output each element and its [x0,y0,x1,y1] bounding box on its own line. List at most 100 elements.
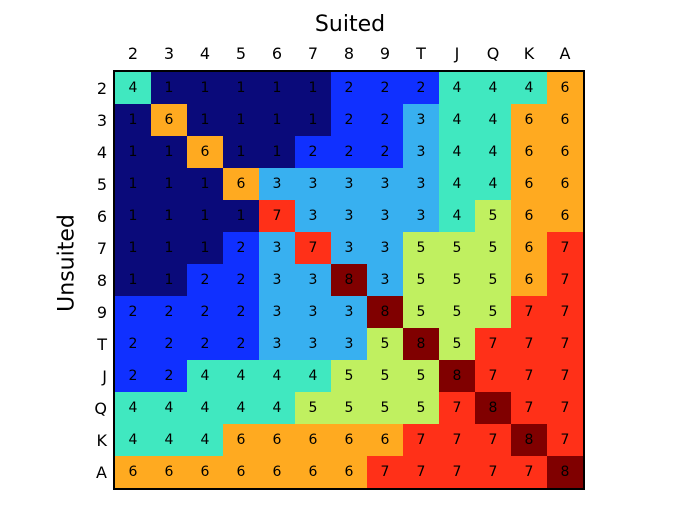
heatmap-cell: 1 [151,168,187,200]
heatmap-cell: 7 [367,456,403,488]
heatmap-cell: 3 [403,136,439,168]
heatmap-cell: 6 [511,232,547,264]
heatmap-cell: 5 [331,392,367,424]
column-label: A [547,44,583,63]
heatmap-cell: 4 [151,424,187,456]
heatmap-cell: 4 [187,392,223,424]
axis-title-left: Unsuited [54,214,79,312]
heatmap-cell: 1 [223,136,259,168]
heatmap-cell: 1 [151,232,187,264]
heatmap-cell: 8 [403,328,439,360]
column-label: 3 [151,44,187,63]
heatmap-cell: 6 [331,424,367,456]
heatmap-cell: 1 [187,232,223,264]
heatmap-cell: 7 [475,328,511,360]
heatmap-cell: 1 [223,200,259,232]
heatmap-cell: 7 [511,328,547,360]
heatmap-row: 6666666777778 [115,456,583,488]
heatmap-cell: 7 [403,456,439,488]
heatmap-cell: 2 [367,72,403,104]
heatmap-cell: 3 [331,168,367,200]
heatmap-cell: 2 [223,264,259,296]
heatmap-cell: 1 [151,72,187,104]
heatmap-cell: 6 [223,456,259,488]
row-label: 7 [85,232,111,264]
column-label: 9 [367,44,403,63]
heatmap-cell: 3 [259,328,295,360]
heatmap-cell: 4 [475,168,511,200]
heatmap-cell: 4 [295,360,331,392]
heatmap-cell: 5 [403,296,439,328]
row-labels: 23456789TJQKA [85,72,111,488]
heatmap-cell: 6 [151,456,187,488]
heatmap-cell: 4 [115,72,151,104]
heatmap-cell: 6 [295,456,331,488]
heatmap-cell: 5 [367,360,403,392]
column-labels: 23456789TJQKA [115,44,583,63]
heatmap-cell: 1 [115,104,151,136]
row-label: T [85,328,111,360]
heatmap-cell: 1 [187,200,223,232]
heatmap-cell: 8 [547,456,583,488]
heatmap-cell: 1 [223,72,259,104]
heatmap-cell: 3 [367,168,403,200]
heatmap-row: 2222333585777 [115,328,583,360]
heatmap-cell: 3 [367,232,403,264]
heatmap-cell: 7 [511,360,547,392]
heatmap-cell: 7 [475,360,511,392]
heatmap-row: 1161122234466 [115,136,583,168]
heatmap-cell: 5 [475,200,511,232]
heatmap-cell: 3 [367,264,403,296]
row-label: 8 [85,264,111,296]
heatmap-cell: 3 [331,328,367,360]
column-label: K [511,44,547,63]
heatmap-cell: 1 [115,200,151,232]
heatmap-cell: 5 [475,264,511,296]
heatmap-cell: 5 [475,232,511,264]
heatmap-cell: 2 [367,104,403,136]
heatmap-cell: 4 [151,392,187,424]
heatmap-cell: 3 [295,328,331,360]
heatmap-row: 1122338355567 [115,264,583,296]
heatmap-cell: 6 [547,136,583,168]
heatmap-cell: 8 [475,392,511,424]
row-label: K [85,424,111,456]
heatmap-cell: 4 [475,136,511,168]
heatmap-row: 2222333855577 [115,296,583,328]
heatmap-cell: 1 [295,72,331,104]
heatmap-cell: 7 [547,328,583,360]
heatmap-cell: 5 [367,328,403,360]
heatmap-row: 4444455557877 [115,392,583,424]
heatmap-cell: 7 [547,424,583,456]
heatmap-cell: 7 [547,392,583,424]
column-label: T [403,44,439,63]
heatmap-grid: 4111112224446161111223446611611222344661… [115,72,583,488]
heatmap-cell: 7 [259,200,295,232]
heatmap-cell: 3 [259,264,295,296]
heatmap-cell: 7 [475,456,511,488]
heatmap-cell: 7 [475,424,511,456]
axis-title-top: Suited [0,12,700,37]
heatmap-cell: 2 [295,136,331,168]
heatmap-cell: 4 [259,360,295,392]
heatmap-cell: 6 [511,200,547,232]
heatmap-cell: 7 [511,456,547,488]
heatmap-cell: 4 [187,424,223,456]
heatmap-cell: 1 [151,264,187,296]
heatmap-cell: 5 [403,392,439,424]
heatmap-cell: 5 [367,392,403,424]
heatmap-cell: 3 [259,296,295,328]
heatmap-cell: 3 [295,296,331,328]
heatmap-cell: 6 [511,264,547,296]
heatmap-cell: 5 [439,232,475,264]
heatmap-cell: 2 [115,360,151,392]
heatmap-cell: 2 [187,296,223,328]
heatmap-cell: 6 [187,456,223,488]
heatmap-cell: 4 [223,392,259,424]
heatmap-cell: 7 [511,392,547,424]
heatmap-cell: 6 [547,104,583,136]
column-label: 7 [295,44,331,63]
heatmap-cell: 1 [187,168,223,200]
heatmap-cell: 7 [439,392,475,424]
heatmap-cell: 2 [151,296,187,328]
